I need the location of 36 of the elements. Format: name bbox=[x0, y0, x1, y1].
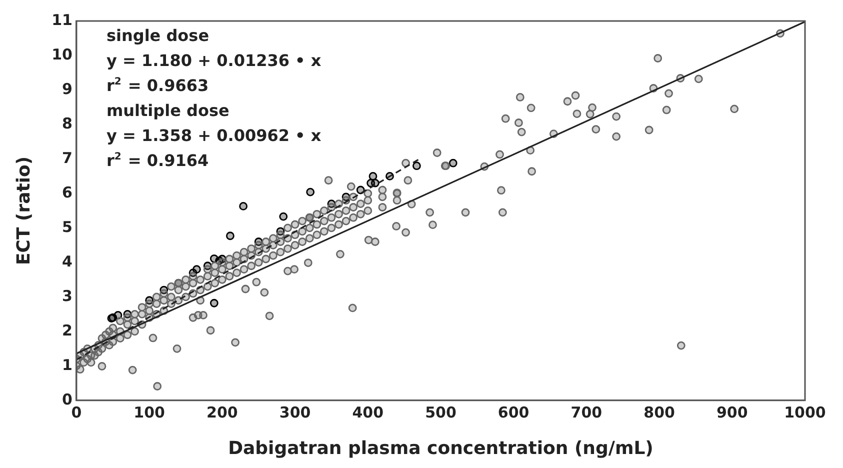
y-tick-label: 0 bbox=[62, 390, 72, 408]
y-axis-title: ECT (ratio) bbox=[13, 156, 34, 266]
point bbox=[368, 172, 378, 180]
y-tick-label: 8 bbox=[62, 114, 72, 132]
annotation: y = 1.358 + 0.00962 • x bbox=[106, 126, 322, 145]
x-tick-label: 700 bbox=[570, 403, 602, 422]
x-tick-label: 600 bbox=[498, 403, 530, 422]
y-tick-label: 1 bbox=[62, 356, 72, 374]
x-tick-label: 400 bbox=[352, 403, 384, 422]
y-tick-label: 4 bbox=[62, 252, 72, 270]
y-tick-label: 10 bbox=[52, 45, 72, 64]
x-tick-label: 500 bbox=[425, 403, 456, 422]
x-tick-label: 100 bbox=[134, 403, 165, 422]
annotation: single dose bbox=[106, 26, 210, 45]
point bbox=[239, 202, 248, 210]
y-tick-label: 7 bbox=[62, 148, 72, 167]
x-tick-label: 200 bbox=[206, 403, 238, 422]
point bbox=[448, 158, 458, 168]
point bbox=[210, 298, 218, 308]
y-tick-label: 6 bbox=[62, 183, 72, 202]
x-tick-label: 300 bbox=[279, 403, 311, 422]
x-axis-title: Dabigatran plasma concentration (ng/mL) bbox=[228, 438, 654, 459]
y-tick-label: 3 bbox=[62, 286, 72, 305]
x-tick-label: 1000 bbox=[784, 403, 826, 422]
y-tick-label: 5 bbox=[62, 218, 72, 236]
point bbox=[279, 212, 288, 221]
y-tick-label: 9 bbox=[62, 80, 72, 98]
point bbox=[226, 232, 234, 240]
x-tick-label: 800 bbox=[644, 403, 675, 422]
y-tick-label: 11 bbox=[52, 10, 72, 29]
x-tick-label: 900 bbox=[716, 403, 748, 422]
y-tick-label: 2 bbox=[62, 321, 72, 340]
annotation: multiple dose bbox=[106, 101, 230, 120]
point bbox=[412, 162, 421, 170]
annotation: y = 1.180 + 0.01236 • x bbox=[106, 51, 322, 70]
point bbox=[306, 188, 315, 196]
